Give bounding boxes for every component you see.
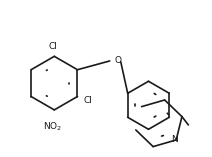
- Text: Cl: Cl: [83, 96, 92, 105]
- Text: Cl: Cl: [49, 42, 58, 51]
- Text: O: O: [114, 57, 121, 65]
- Text: NO$_2$: NO$_2$: [43, 121, 62, 133]
- Text: N: N: [171, 135, 178, 144]
